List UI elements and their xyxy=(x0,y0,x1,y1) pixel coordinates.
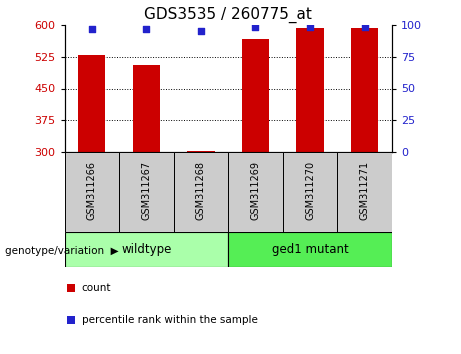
Text: percentile rank within the sample: percentile rank within the sample xyxy=(82,315,257,325)
Point xyxy=(142,26,150,32)
Bar xyxy=(228,152,283,232)
Point xyxy=(306,24,313,30)
Bar xyxy=(337,152,392,232)
Text: GSM311268: GSM311268 xyxy=(196,161,206,220)
Bar xyxy=(65,152,119,232)
Point xyxy=(361,24,368,30)
Bar xyxy=(133,65,160,152)
Text: ged1 mutant: ged1 mutant xyxy=(272,243,349,256)
Bar xyxy=(174,152,228,232)
Bar xyxy=(78,55,106,152)
Bar xyxy=(296,28,324,152)
Text: genotype/variation  ▶: genotype/variation ▶ xyxy=(5,246,118,256)
Point xyxy=(197,28,205,34)
Bar xyxy=(187,151,214,152)
Bar xyxy=(242,39,269,152)
Title: GDS3535 / 260775_at: GDS3535 / 260775_at xyxy=(144,7,312,23)
Text: count: count xyxy=(82,283,111,293)
Text: GSM311271: GSM311271 xyxy=(360,161,370,220)
Point xyxy=(88,26,95,32)
Bar xyxy=(119,152,174,232)
Text: wildtype: wildtype xyxy=(121,243,171,256)
Text: GSM311269: GSM311269 xyxy=(250,161,260,220)
Point xyxy=(252,24,259,30)
Bar xyxy=(283,152,337,232)
Text: GSM311267: GSM311267 xyxy=(142,161,151,220)
Bar xyxy=(351,28,378,152)
Bar xyxy=(228,232,392,267)
Text: GSM311270: GSM311270 xyxy=(305,161,315,220)
Text: GSM311266: GSM311266 xyxy=(87,161,97,220)
Bar xyxy=(65,232,228,267)
